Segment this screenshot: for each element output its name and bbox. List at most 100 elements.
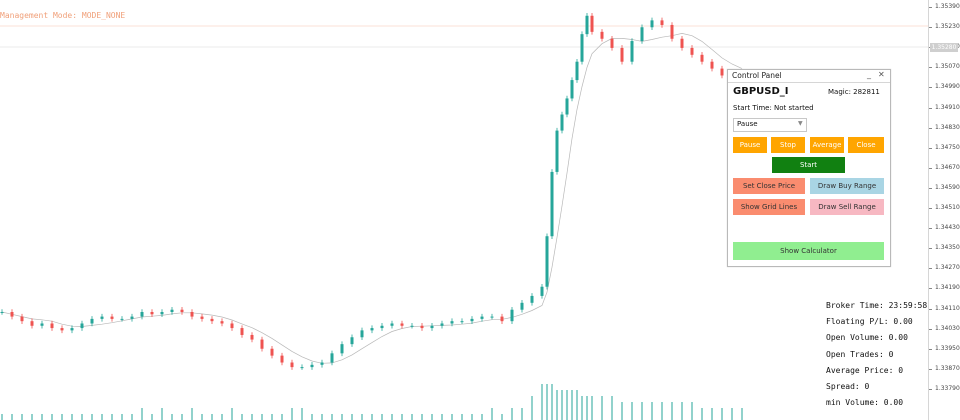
candle-body — [620, 47, 624, 62]
price-axis-tick: 1.34350 — [929, 244, 960, 252]
start-button[interactable]: Start — [772, 157, 845, 173]
volume-bar — [511, 408, 513, 420]
candle-body — [370, 328, 374, 331]
show-grid-lines-button[interactable]: Show Grid Lines — [733, 199, 805, 215]
volume-bar — [241, 414, 243, 420]
close-icon[interactable]: ✕ — [878, 70, 885, 79]
close-button[interactable]: Close — [848, 137, 884, 153]
show-calculator-button[interactable]: Show Calculator — [733, 242, 884, 260]
volume-bar — [171, 414, 173, 420]
volume-bar — [181, 414, 183, 420]
volume-bar — [321, 414, 323, 420]
price-chart[interactable] — [0, 0, 928, 420]
candle-body — [290, 362, 294, 368]
candle-body — [545, 236, 549, 287]
candle-body — [100, 316, 104, 319]
draw-buy-range-button[interactable]: Draw Buy Range — [810, 178, 884, 194]
candle-body — [40, 323, 44, 326]
mode-select-value: Pause — [737, 120, 758, 128]
candle-body — [610, 38, 614, 48]
price-axis-tick: 1.34830 — [929, 123, 960, 131]
volume-bar — [546, 384, 548, 420]
volume-bar — [581, 396, 583, 420]
candle-body — [510, 309, 514, 322]
average-button[interactable]: Average — [810, 137, 844, 153]
candle-body — [360, 330, 364, 338]
candle-body — [470, 318, 474, 322]
volume-bar — [51, 414, 53, 420]
candle-body — [170, 309, 174, 312]
candle-body — [640, 27, 644, 42]
candle-body — [710, 61, 714, 69]
candle-body — [400, 323, 404, 326]
candle-body — [350, 337, 354, 345]
candle-body — [410, 325, 414, 327]
minimize-icon[interactable]: _ — [867, 70, 871, 79]
candle-body — [650, 20, 654, 28]
floating-pl: Floating P/L: 0.00 — [826, 317, 913, 327]
candle-body — [150, 312, 154, 315]
min-volume: min Volume: 0.00 — [826, 398, 904, 408]
candle-body — [130, 316, 134, 319]
volume-bar — [221, 414, 223, 420]
stop-button[interactable]: Stop — [771, 137, 805, 153]
volume-bar — [251, 414, 253, 420]
volume-bar — [161, 408, 163, 420]
volume-bar — [11, 414, 13, 420]
candle-body — [90, 318, 94, 324]
volume-bar — [121, 414, 123, 420]
candle-body — [630, 41, 634, 62]
volume-bar — [501, 414, 503, 420]
candle-body — [575, 61, 579, 81]
volume-bar — [721, 408, 723, 420]
price-axis-tick: 1.34510 — [929, 204, 960, 211]
candle-body — [570, 80, 574, 99]
volume-bar — [471, 414, 473, 420]
candle-body — [530, 295, 534, 303]
volume-bar — [411, 414, 413, 420]
volume-bar — [111, 414, 113, 420]
panel-header[interactable]: Control Panel _ ✕ — [728, 70, 890, 83]
volume-bar — [621, 402, 623, 420]
volume-bar — [331, 414, 333, 420]
candle-body — [550, 171, 554, 237]
candle-body — [120, 318, 124, 320]
volume-bar — [381, 414, 383, 420]
candle-body — [60, 328, 64, 331]
volume-bar — [201, 414, 203, 420]
volume-bar — [741, 408, 743, 420]
price-axis-tick: 1.34590 — [929, 183, 960, 191]
volume-bar — [1, 414, 3, 420]
candle-body — [200, 316, 204, 319]
candle-body — [250, 334, 254, 340]
pause-button[interactable]: Pause — [733, 137, 767, 153]
volume-bar — [576, 390, 578, 420]
volume-bar — [531, 396, 533, 420]
candle-body — [390, 323, 394, 326]
volume-bar — [271, 414, 273, 420]
volume-bar — [21, 414, 23, 420]
price-axis-tick: 1.35230 — [929, 23, 960, 31]
volume-bar — [461, 414, 463, 420]
candle-body — [500, 316, 504, 322]
candle-body — [520, 302, 524, 310]
panel-title: Control Panel — [732, 71, 782, 80]
chevron-down-icon: ▼ — [798, 120, 803, 127]
volume-bar — [491, 408, 493, 420]
mode-select[interactable]: Pause ▼ — [733, 118, 807, 132]
volume-bar — [441, 414, 443, 420]
price-axis-tick: 1.33790 — [929, 384, 960, 392]
set-close-price-button[interactable]: Set Close Price — [733, 178, 805, 194]
candle-body — [180, 309, 184, 312]
volume-bar — [131, 414, 133, 420]
price-axis-tick: 1.34910 — [929, 103, 960, 111]
candle-body — [585, 15, 589, 35]
volume-bar — [141, 408, 143, 420]
volume-bar — [421, 414, 423, 420]
draw-sell-range-button[interactable]: Draw Sell Range — [810, 199, 884, 215]
price-axis[interactable]: 1.353901.352301.351501.350701.349901.349… — [928, 0, 960, 420]
candle-body — [560, 114, 564, 131]
candle-body — [260, 339, 264, 349]
volume-bar — [661, 402, 663, 420]
candle-body — [190, 312, 194, 317]
